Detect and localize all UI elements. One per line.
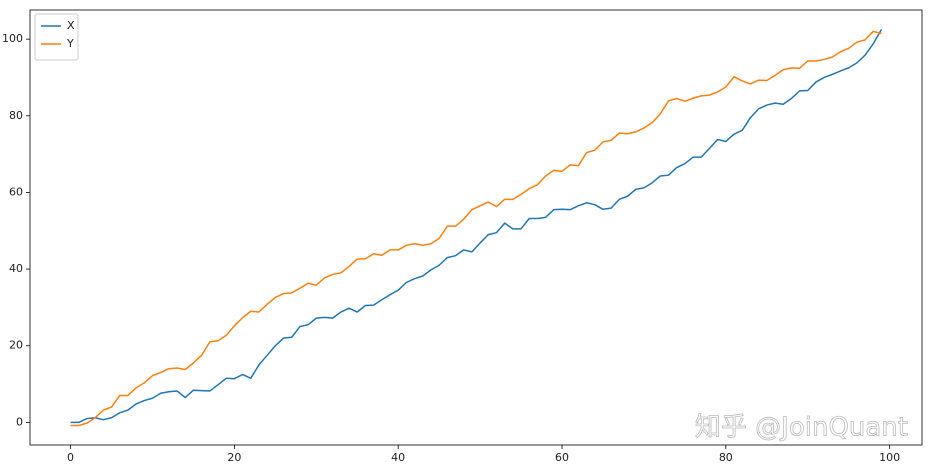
plot-area: [70, 29, 883, 427]
x-tick-label: 0: [67, 451, 74, 464]
x-tick-label: 100: [879, 451, 900, 464]
x-tick-label: 80: [719, 451, 733, 464]
y-tick-label: 100: [2, 32, 23, 45]
y-tick-label: 20: [9, 339, 23, 352]
data-line: [70, 30, 882, 427]
y-tick-label: 40: [9, 262, 23, 275]
axes-frame: [29, 9, 923, 446]
y-tick-label: 80: [9, 109, 23, 122]
x-tick-label: 40: [391, 451, 405, 464]
data-line: [70, 29, 883, 424]
legend-label: X: [67, 19, 75, 32]
y-tick-label: 0: [16, 415, 23, 428]
legend-label: Y: [66, 37, 74, 50]
legend: XY: [34, 13, 79, 61]
watermark: 知乎 @JoinQuant: [695, 413, 908, 443]
y-tick-label: 60: [9, 185, 23, 198]
x-tick-label: 60: [555, 451, 569, 464]
x-tick-label: 20: [227, 451, 241, 464]
